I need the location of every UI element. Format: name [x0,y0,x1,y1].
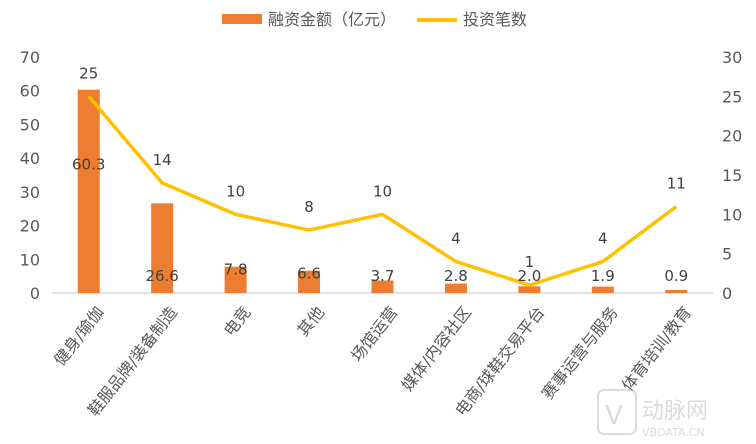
line-data-label: 10 [226,182,245,200]
bar-data-label: 1.9 [591,267,615,285]
watermark-logo-mark: V [605,401,623,431]
legend-swatch-bar [222,14,262,24]
y-left-tick: 30 [20,183,40,202]
watermark-text: 动脉网 [642,399,708,424]
watermark: V 动脉网 VBDATA.CN [597,389,708,439]
bar [224,266,247,293]
x-tick-label: 其他 [293,303,328,340]
y-left-tick: 20 [20,217,40,236]
line-data-label: 11 [667,174,686,192]
line-data-label: 8 [304,198,314,216]
watermark-logo [597,389,637,435]
x-tick-label: 场馆运营 [347,303,401,365]
y-right-tick: 10 [722,205,742,224]
line-data-label: 10 [373,182,392,200]
bar-data-label: 7.8 [224,261,248,279]
line-data-label: 25 [79,64,98,82]
x-tick-label: 体育培训/教育 [618,303,695,395]
y-right-tick: 30 [722,48,742,67]
x-tick-label: 健身/瑜伽 [50,303,108,369]
line-data-label: 14 [153,151,172,169]
line-data-label: 1 [525,253,535,271]
bar-data-label: 0.9 [664,267,688,285]
legend: 融资金额（亿元） 投资笔数 [222,10,527,29]
x-tick-label: 赛事运营与服务 [538,303,622,403]
bar-data-label: 2.0 [517,267,541,285]
line-data-label: 4 [598,230,608,248]
line-series [87,95,678,287]
y-left-tick: 70 [20,48,40,67]
bar-data-label: 6.6 [297,265,321,283]
y-left-tick: 50 [20,115,40,134]
x-tick-label: 媒体/内容社区 [398,303,475,395]
bar-data-label: 3.7 [371,267,395,285]
bar [518,286,541,293]
y-right-tick: 5 [722,245,732,264]
y-left-tick: 10 [20,250,40,269]
y-left-tick: 0 [30,284,40,303]
bar-data-label: 60.3 [72,155,105,173]
line-data-label: 4 [451,230,461,248]
y-right-tick: 0 [722,284,732,303]
legend-label-bar: 融资金额（亿元） [268,10,396,29]
bar [298,270,321,293]
bar-data-label: 26.6 [145,267,178,285]
y-left-tick: 40 [20,149,40,168]
y-right-tick: 25 [722,87,742,106]
bar [591,286,614,293]
y-left-tick: 60 [20,82,40,101]
bar [665,289,688,293]
x-tick-label: 电竞 [220,303,255,340]
bar-data-label: 2.8 [444,267,468,285]
legend-label-line: 投资笔数 [463,10,527,29]
bar [371,280,394,293]
bar [444,283,467,293]
watermark-url: VBDATA.CN [642,426,705,439]
bar [151,203,174,293]
bar [77,89,100,294]
y-right-tick: 15 [722,166,742,185]
y-right-tick: 20 [722,127,742,146]
